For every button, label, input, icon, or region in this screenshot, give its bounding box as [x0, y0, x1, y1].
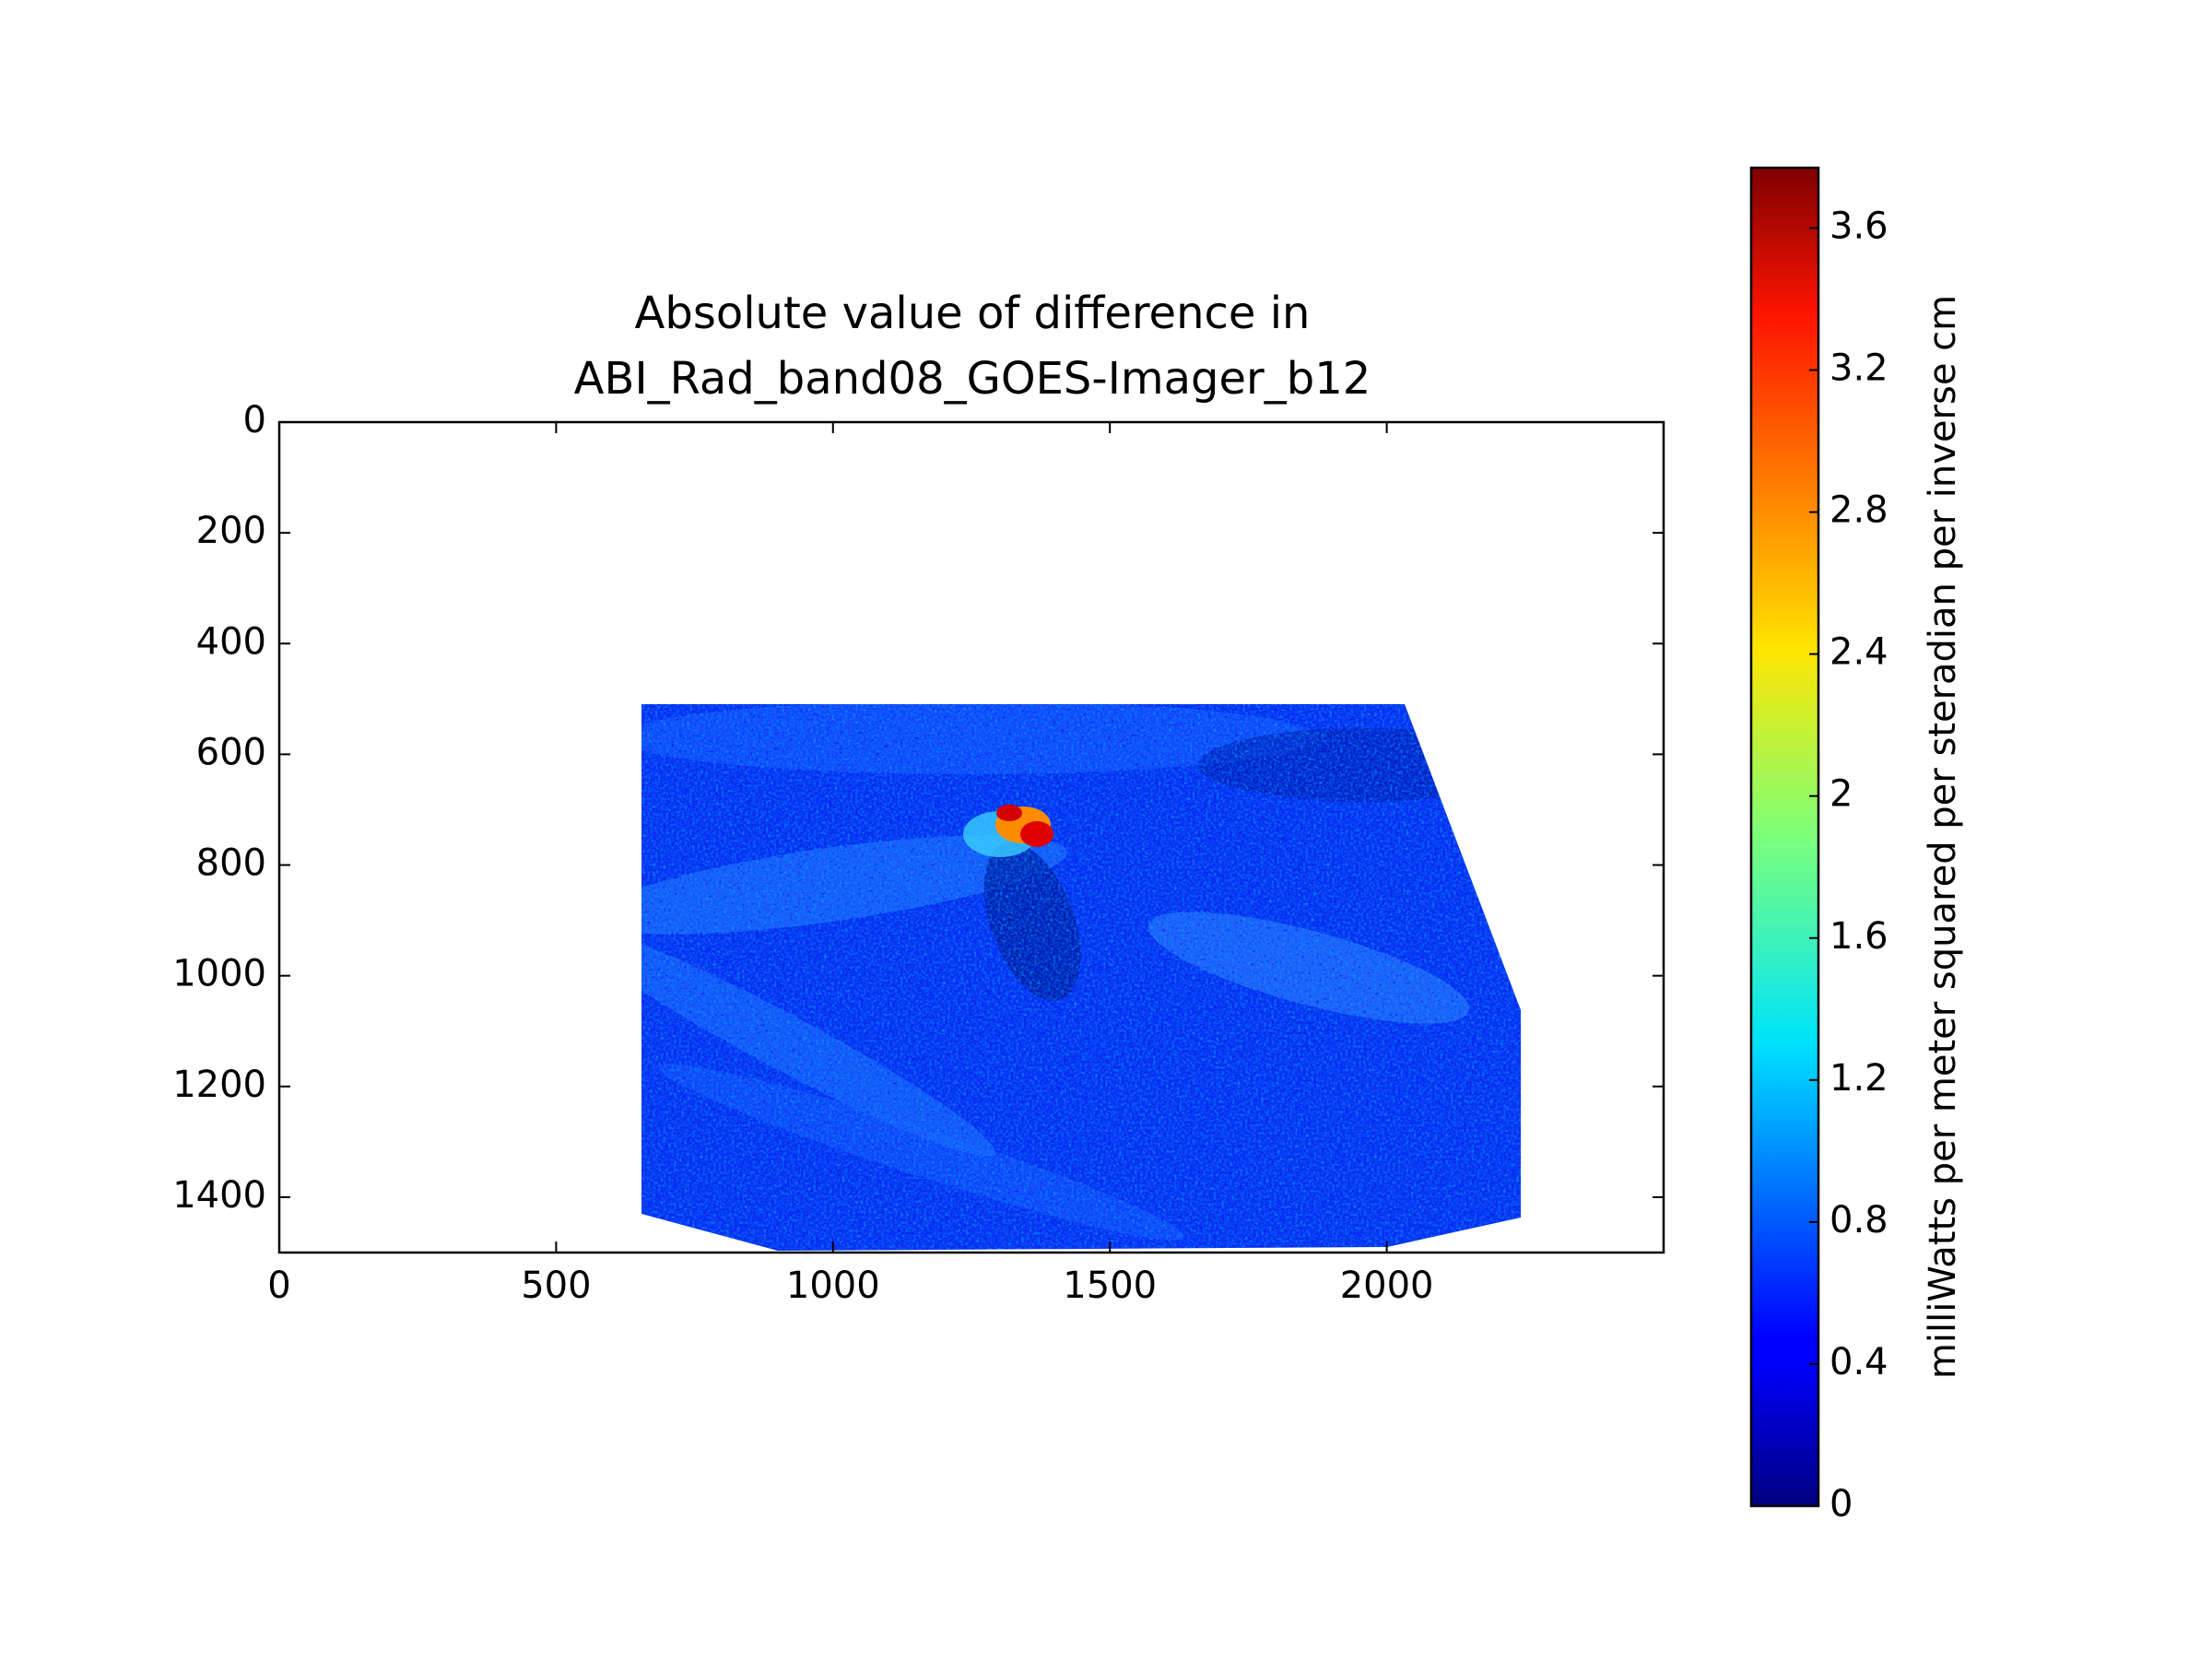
- image: [641, 704, 1521, 1251]
- y-tick-label: 0: [243, 399, 266, 441]
- chart-title: ABI_Rad_band08_GOES-Imager_b12: [574, 353, 1371, 405]
- y-tick-label: 600: [196, 731, 266, 773]
- chart-title: Absolute value of difference in: [635, 288, 1311, 339]
- colorbar-tick-label: 2.4: [1830, 631, 1888, 674]
- x-tick-label: 0: [267, 1265, 290, 1307]
- y-tick-label: 400: [196, 620, 266, 663]
- colorbar-tick-label: 1.2: [1830, 1057, 1888, 1100]
- y-tick-label: 1200: [172, 1064, 266, 1106]
- y-tick-label: 1000: [172, 953, 266, 995]
- colorbar-tick-label: 1.6: [1830, 915, 1888, 958]
- x-tick-label: 2000: [1340, 1265, 1434, 1307]
- y-tick-label: 1400: [172, 1174, 266, 1217]
- x-tick-label: 1000: [786, 1265, 880, 1307]
- colorbar-tick-label: 0.4: [1830, 1341, 1888, 1383]
- x-tick-label: 500: [521, 1265, 591, 1307]
- y-tick-label: 800: [196, 842, 266, 885]
- colorbar-label: milliWatts per meter squared per steradi…: [1922, 295, 1964, 1379]
- y-tick-label: 200: [196, 510, 266, 552]
- colorbar-tick-label: 2: [1830, 773, 1853, 816]
- x-tick-label: 1500: [1063, 1265, 1157, 1307]
- axes-frame: [277, 420, 1665, 1254]
- colorbar-tick-label: 0.8: [1830, 1199, 1888, 1241]
- colorbar-tick-label: 0: [1830, 1483, 1853, 1525]
- colorbar: [1749, 166, 1820, 1508]
- colorbar-tick-label: 3.2: [1830, 347, 1888, 390]
- colorbar-tick-label: 3.6: [1830, 205, 1888, 247]
- colorbar-tick-label: 2.8: [1830, 489, 1888, 532]
